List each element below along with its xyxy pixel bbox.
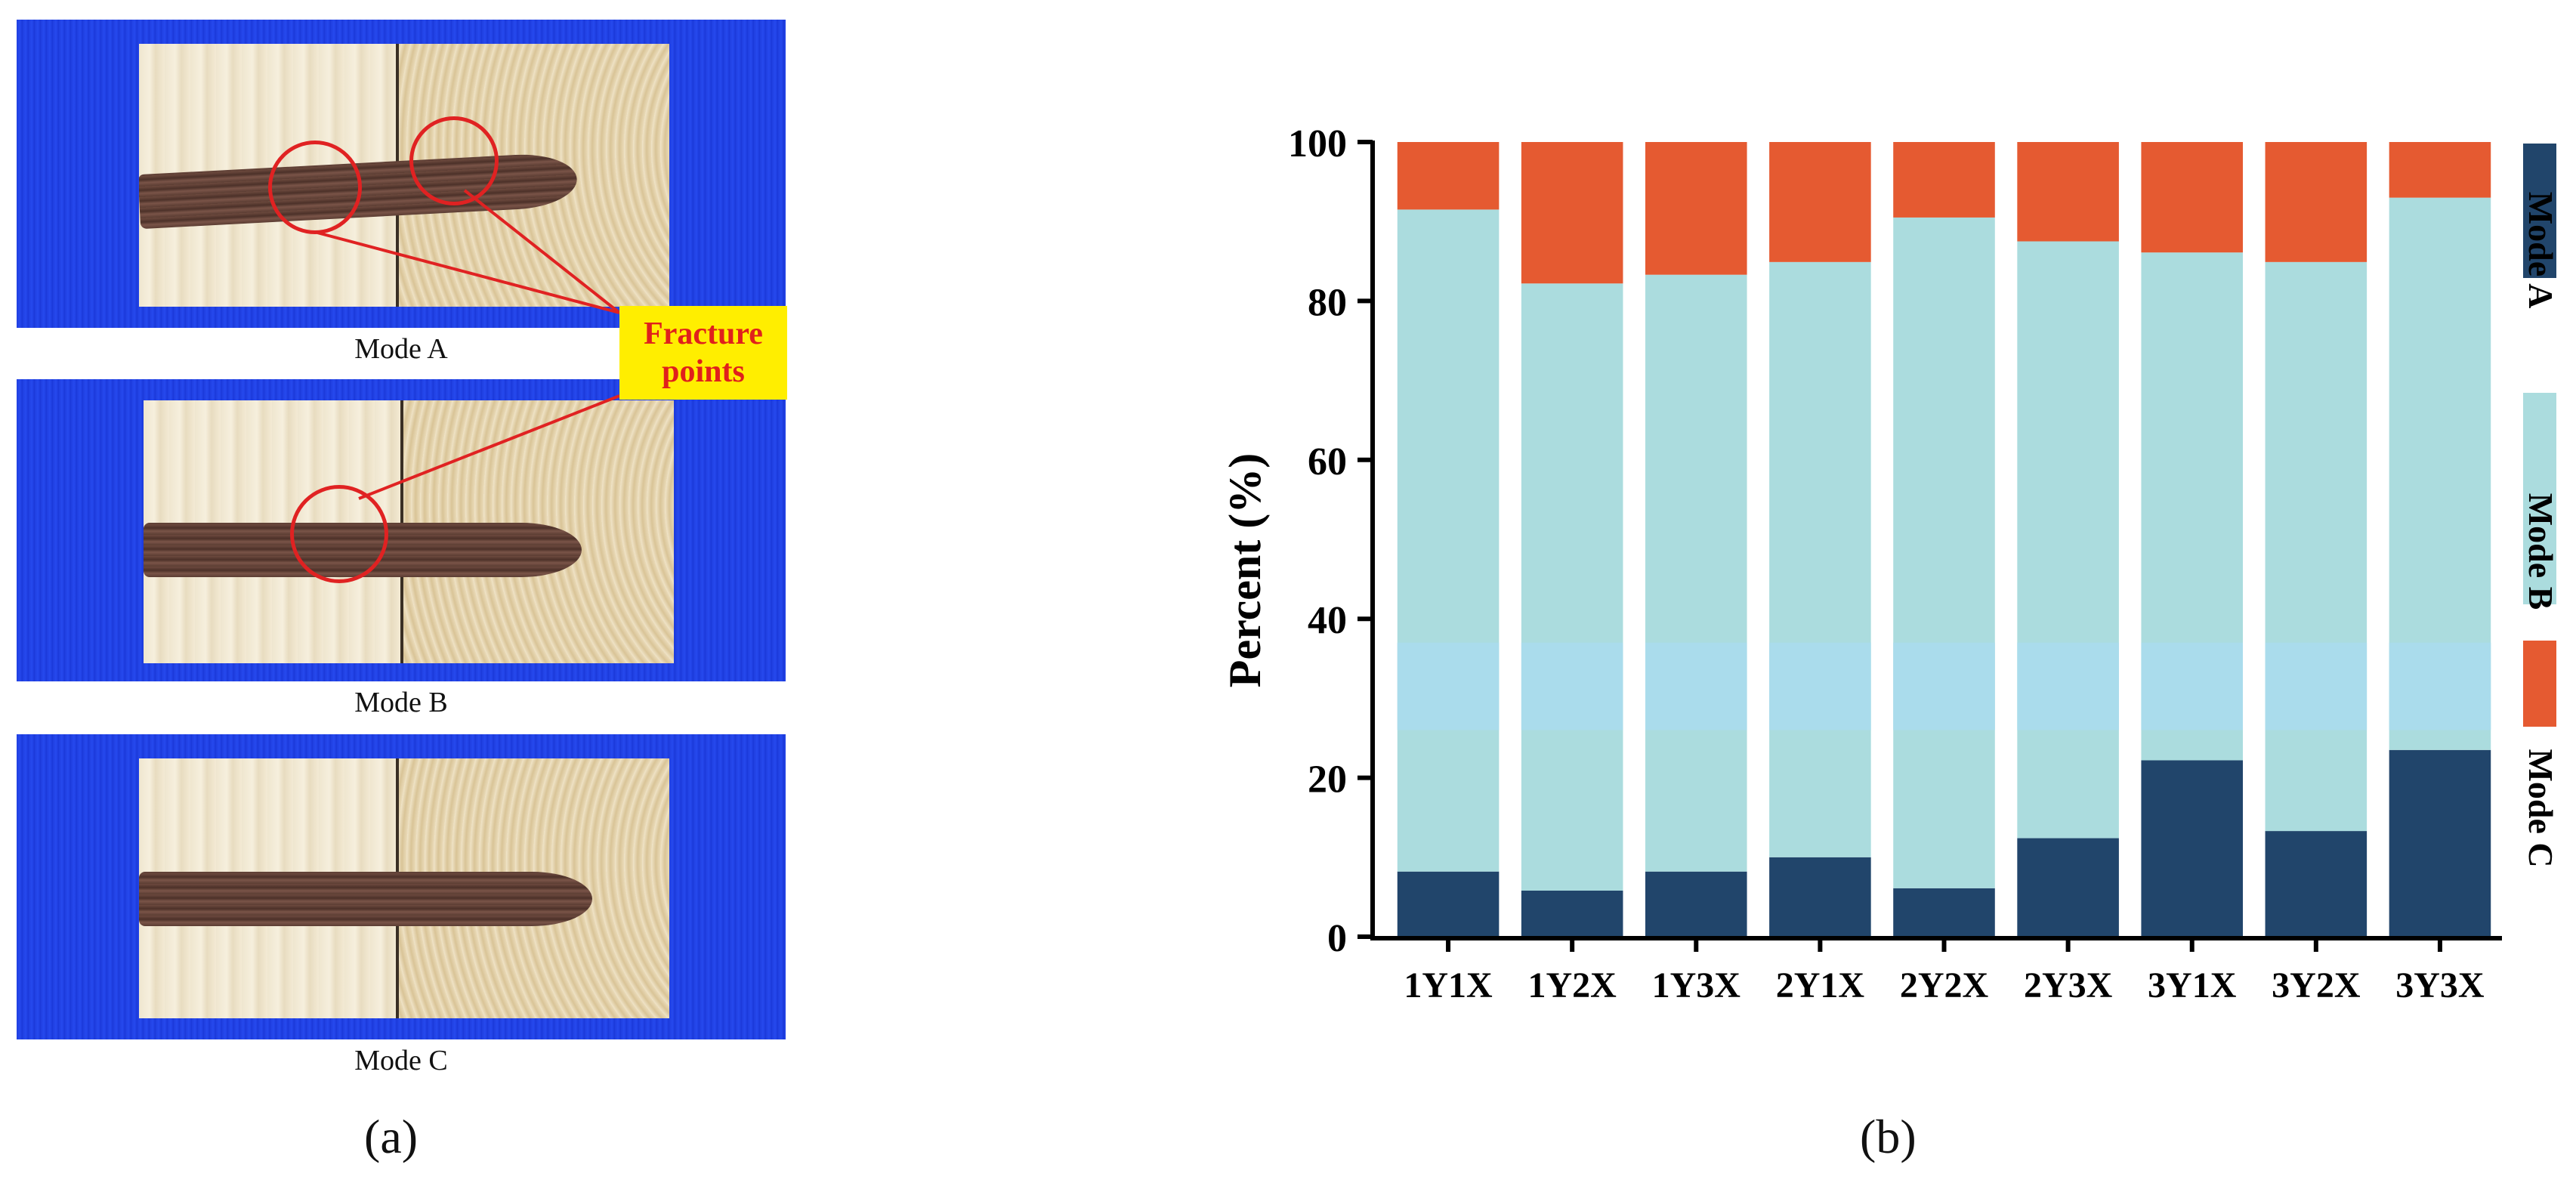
y-tick-label: 100 [1288,122,1347,165]
fracture-circle [409,116,499,205]
bar-segment-mode-a [2017,838,2119,937]
x-tick-label: 2Y3X [2024,965,2113,1005]
bar-segment-mode-a [1521,890,1623,937]
y-tick-label: 20 [1308,758,1347,801]
x-tick-label: 1Y1X [1404,965,1493,1005]
leader-line [317,231,620,314]
bar-segment-mode-c [2389,142,2491,198]
legend-label: Mode C [2522,749,2560,867]
legend-label: Mode A [2522,192,2560,309]
bar-segment-mode-c [1645,142,1747,275]
highlight-band [1893,642,1995,730]
legend-swatch-mode-a [2523,144,2556,278]
photo-mode-c [17,734,786,1039]
bar-segment-mode-b [1521,283,1623,891]
y-tick-label: 40 [1308,599,1347,642]
leader-line [358,394,620,500]
y-axis-label: Percent (%) [1220,453,1270,687]
bar-segment-mode-c [2265,142,2368,262]
legend-group: Mode A Mode B Mode C [2522,144,2560,868]
fracture-points-callout: Fracture points [619,306,787,400]
bar-segment-mode-b [1397,209,1500,872]
bar-segment-mode-a [1645,871,1747,937]
bar-segment-mode-a [1893,888,1995,937]
wood-specimen [139,44,669,307]
highlight-band [1521,642,1623,730]
y-tick-label: 0 [1327,917,1347,960]
legend-label: Mode B [2522,493,2560,610]
bar-segment-mode-a [2265,831,2368,937]
mode-c-caption: Mode C [354,1045,448,1076]
x-tick-label: 1Y3X [1652,965,1741,1005]
bar-segment-mode-b [1769,261,1871,857]
y-tick-label: 80 [1308,281,1347,324]
axes-group: 0 20 40 60 80 100 1Y1X 1Y2X 1Y3X 2Y1X 2Y2X 2Y3X 3Y1X… [1288,122,2502,1005]
bar-segment-mode-a [2141,760,2244,937]
bar-segment-mode-b [2017,241,2119,839]
bamboo-dowel [139,872,592,926]
highlight-band [1769,642,1871,730]
fracture-circle [290,485,388,583]
photo-mode-a [17,20,786,328]
callout-leader-lines [317,189,621,500]
bar-segment-mode-b [2265,261,2368,832]
bar-segment-mode-a [1769,857,1871,937]
fracture-circle [268,141,362,234]
mode-a-caption: Mode A [354,333,448,365]
bar-segment-mode-a [1397,871,1500,937]
callout-line-2: points [662,354,745,389]
callout-line-1: Fracture [644,317,763,351]
x-tick-label: 2Y1X [1776,965,1865,1005]
highlight-band [2265,642,2368,730]
photo-mode-b [17,379,786,681]
mode-b-caption: Mode B [354,687,448,718]
highlight-band [2141,642,2244,730]
x-tick-label: 1Y2X [1528,965,1617,1005]
leader-line [463,189,621,314]
bar-segment-mode-a [2389,749,2491,937]
highlight-band [2017,642,2119,730]
y-tick-label: 60 [1308,440,1347,483]
legend-swatch-mode-c [2523,641,2556,727]
bars-group [1397,142,2491,937]
bar-segment-mode-c [1521,142,1623,284]
legend-swatch-mode-b [2523,393,2556,604]
x-tick-label: 2Y2X [1900,965,1989,1005]
bar-segment-mode-c [1893,142,1995,218]
bar-segment-mode-b [1893,217,1995,888]
highlight-band [1397,642,1500,730]
bar-segment-mode-b [1645,274,1747,872]
x-tick-label: 3Y2X [2272,965,2361,1005]
bar-segment-mode-c [1397,142,1500,210]
panel-label-a: (a) [364,1110,419,1163]
highlight-band [1645,642,1747,730]
bar-segment-mode-c [2017,142,2119,242]
bar-segment-mode-c [1769,142,1871,262]
highlight-band [2389,642,2491,730]
wood-specimen [139,758,669,1018]
bar-segment-mode-c [2141,142,2244,253]
x-tick-label: 3Y3X [2395,965,2485,1005]
x-tick-label: 3Y1X [2148,965,2237,1005]
panel-label-b: (b) [1860,1110,1917,1163]
